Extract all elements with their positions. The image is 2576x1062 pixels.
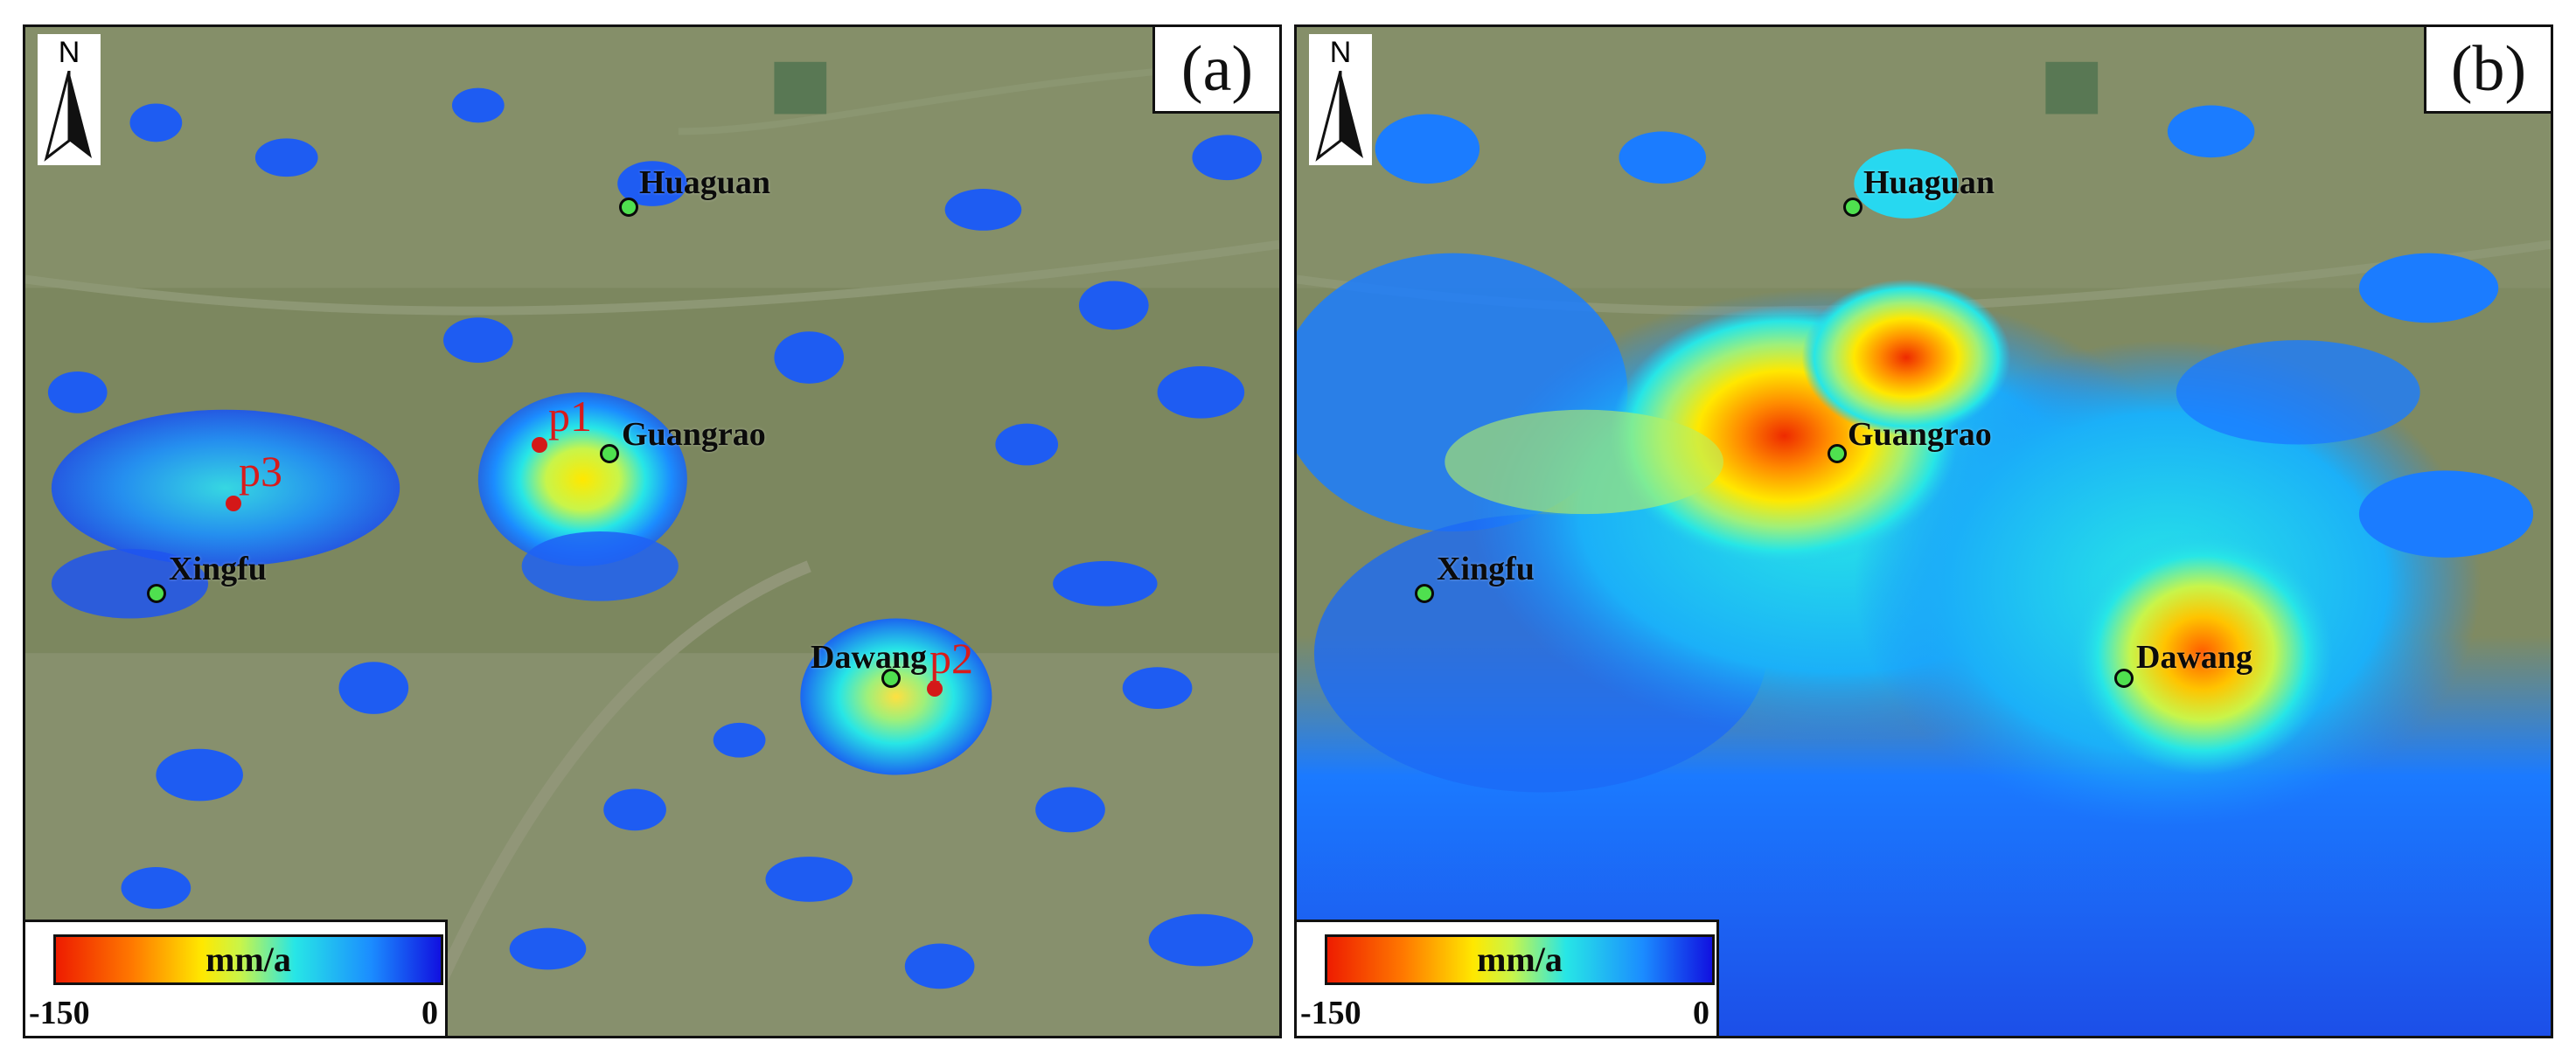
town-dot xyxy=(1843,198,1862,217)
town-label-huaguan: Huaguan xyxy=(639,164,770,201)
map-panel-b: N (b) Huaguan Guangrao Xingfu Dawang mm/… xyxy=(1294,24,2553,1038)
panel-label-b: (b) xyxy=(2424,27,2551,114)
legend-max: 0 xyxy=(421,995,438,1031)
point-dot xyxy=(226,496,241,511)
subsidence-map-a xyxy=(25,27,1279,1036)
town-label-xingfu: Xingfu xyxy=(1437,551,1535,587)
town-dot xyxy=(619,198,638,217)
town-label-huaguan: Huaguan xyxy=(1863,164,1995,201)
point-label-p1: p1 xyxy=(548,392,592,441)
north-arrow: N xyxy=(1309,34,1372,165)
colorbar xyxy=(1325,934,1715,985)
town-dot xyxy=(1415,584,1434,603)
north-arrow-icon xyxy=(44,71,92,162)
panel-label-a: (a) xyxy=(1152,27,1279,114)
legend-max: 0 xyxy=(1693,995,1709,1031)
deformation-field xyxy=(1297,105,2551,1036)
legend-min: -150 xyxy=(29,995,90,1031)
point-label-p3: p3 xyxy=(239,447,282,496)
legend-unit: mm/a xyxy=(1477,940,1563,979)
color-legend-a: mm/a -150 0 xyxy=(25,920,448,1036)
town-dot xyxy=(600,444,619,463)
subsidence-map-b xyxy=(1297,27,2551,1036)
town-label-guangrao: Guangrao xyxy=(622,416,766,453)
town-dot xyxy=(1828,444,1847,463)
town-label-dawang: Dawang xyxy=(2136,639,2253,676)
north-arrow-icon xyxy=(1315,71,1363,162)
legend-min: -150 xyxy=(1300,995,1361,1031)
town-label-guangrao: Guangrao xyxy=(1848,416,1992,453)
town-dot xyxy=(2114,669,2134,688)
town-label-dawang: Dawang xyxy=(811,639,928,676)
north-arrow: N xyxy=(38,34,101,165)
legend-unit: mm/a xyxy=(205,940,291,979)
point-label-p2: p2 xyxy=(929,634,973,683)
town-dot xyxy=(147,584,166,603)
color-legend-b: mm/a -150 0 xyxy=(1297,920,1719,1036)
deformation-blobs xyxy=(47,87,1263,989)
map-panel-a: N (a) Huaguan Guangrao Xingfu Dawang p1 … xyxy=(23,24,1282,1038)
point-dot xyxy=(532,437,547,453)
north-label: N xyxy=(1329,36,1352,69)
north-label: N xyxy=(58,36,80,69)
town-label-xingfu: Xingfu xyxy=(169,551,267,587)
point-dot xyxy=(927,681,943,697)
colorbar xyxy=(53,934,443,985)
town-dot xyxy=(881,669,901,688)
